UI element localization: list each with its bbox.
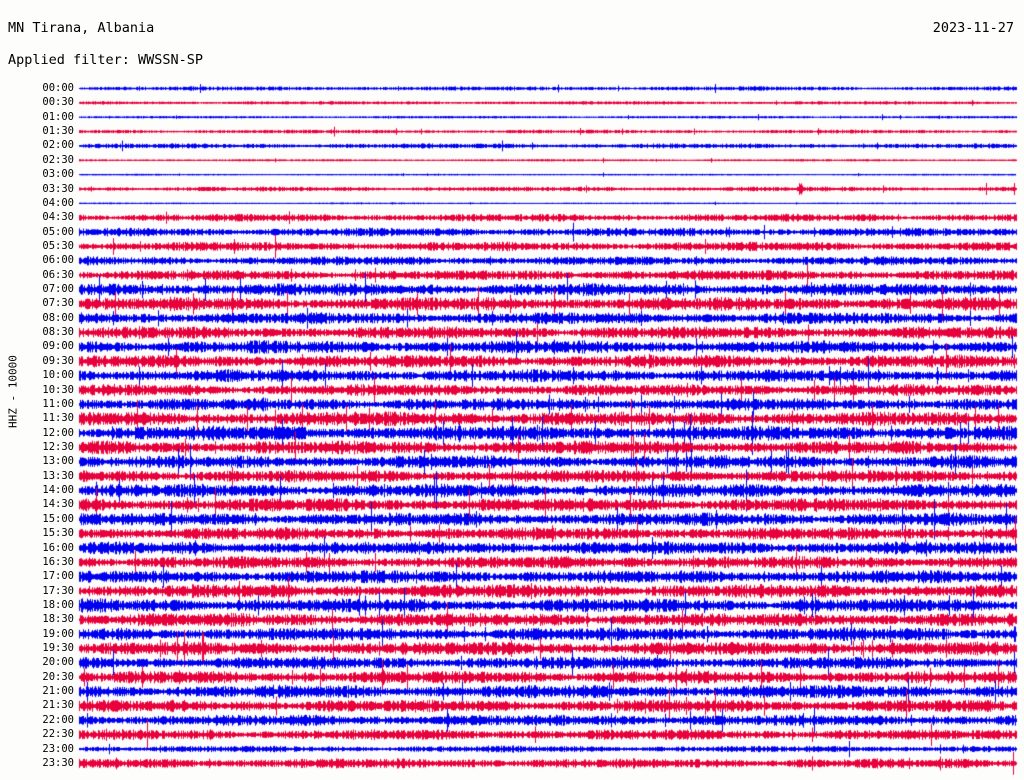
helicorder-page: MN Tirana, Albania Applied filter: WWSSN… bbox=[0, 0, 1024, 780]
seismogram-traces bbox=[0, 0, 1024, 780]
